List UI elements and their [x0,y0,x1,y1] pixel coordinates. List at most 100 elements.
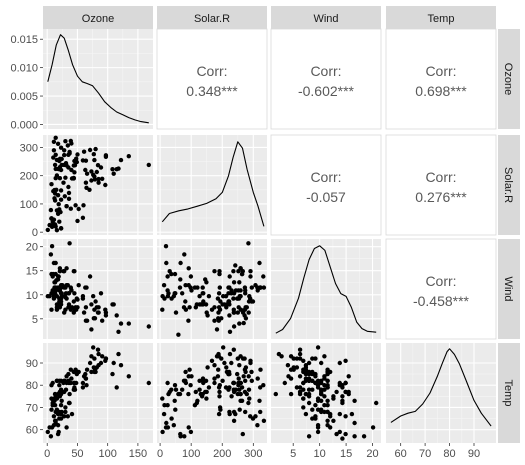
scatter-point [71,380,77,386]
scatter-point [66,196,72,201]
row-strip-ozone [498,29,520,129]
x-tick-label: 0 [44,448,50,460]
scatter-point [84,171,90,176]
corr-panel-r2-c3 [385,238,497,340]
scatter-point [237,387,242,392]
scatter-point [315,385,321,390]
scatter-point [49,216,54,221]
scatter-point [325,418,330,423]
scatter-point [221,345,226,350]
scatter-point [160,396,165,401]
scatter-point [67,400,72,406]
x-tick-label: 20 [366,448,378,460]
scatter-point [64,204,69,209]
scatter-point [325,378,330,383]
scatter-point [52,285,58,290]
scatter-point [69,167,74,173]
scatter-point [257,398,262,403]
scatter-point [249,369,254,375]
scatter-point [63,139,68,144]
scatter-point [322,387,327,392]
scatter-point [72,307,78,312]
scatter-point [94,169,100,175]
scatter-point [45,429,50,435]
column-strip-ozone [43,6,153,29]
scatter-point [49,407,54,412]
scatter-point [212,318,217,323]
scatter-point [61,148,67,153]
scatter-point [261,274,266,279]
scatter-point [248,269,253,274]
scatter-point [235,310,240,315]
scatter-point [237,363,242,368]
scatter-point [306,391,312,397]
scatter-point [93,146,98,152]
scatter-point [331,394,336,399]
scatter-point [198,302,203,307]
scatter-point [61,152,67,158]
scatter-point [58,197,64,202]
scatter-point [255,423,260,428]
scatter-point [165,403,170,408]
scatter-point [187,367,192,372]
scatter-point [231,387,236,392]
scatter-point [178,434,183,439]
scatter-point [319,380,324,386]
scatter-point [201,291,206,296]
panel-bg-r2-c1 [157,239,267,339]
scatter-point [246,400,251,406]
scatter-point [96,176,101,182]
x-tick-label: 60 [395,448,407,460]
x-tick-label: 100 [182,448,200,460]
scatter-point [173,387,179,392]
density-line-ozone [47,34,149,124]
scatter-point [54,187,59,192]
scatter-point [346,374,351,379]
corr-label: Corr: [196,63,227,79]
scatter-point [61,378,67,383]
scatter-point [96,180,101,185]
scatter-point [89,369,94,375]
density-line-temp [390,348,492,427]
scatter-point [215,374,221,379]
scatter-point [61,389,67,395]
scatter-point [203,302,209,307]
scatter-point [53,420,58,426]
x-tick-label: 0 [157,448,163,460]
scatter-point [217,285,222,290]
scatter-point [340,394,345,399]
scatter-point [231,409,237,415]
scatter-point [75,297,80,302]
scatter-point [95,347,101,352]
scatter-point [165,274,170,279]
scatter-point [146,324,151,329]
scatter-point [224,302,230,307]
scatter-point [80,215,86,220]
scatter-point [59,398,64,403]
scatter-point [110,167,115,172]
scatter-point [89,327,94,332]
scatter-point [231,324,237,329]
scatter-point [285,363,291,368]
scatter-point [310,378,315,383]
y-tick-label: 100 [20,199,38,211]
scatter-point [236,383,241,388]
corr-panel-r0-c2 [270,28,382,130]
scatter-point [215,296,221,301]
scatter-point [349,411,355,417]
scatter-point [322,376,327,381]
scatter-point [177,285,183,290]
scatter-point [58,209,63,215]
scatter-point [306,387,312,392]
scatter-point [319,398,324,403]
scatter-point [203,277,208,282]
scatter-point [66,380,72,386]
scatter-point [55,391,61,397]
density-line-wind [275,245,377,334]
row-strip-wind [498,239,520,339]
scatter-point [103,182,108,188]
scatter-point [227,274,232,279]
scatter-point [83,305,89,310]
scatter-point [84,318,90,323]
scatter-point [261,285,267,290]
